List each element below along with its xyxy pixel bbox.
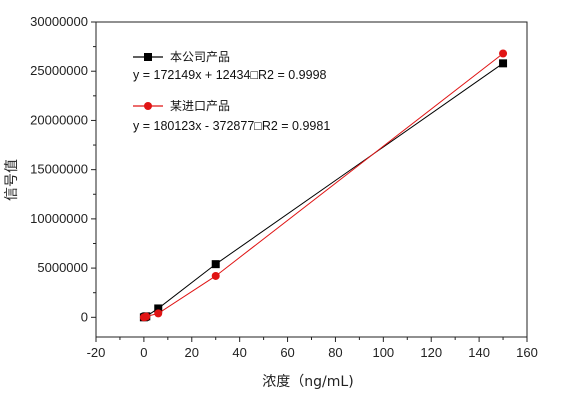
x-tick-label: 60 [280,345,294,360]
data-point-series-1 [211,260,220,269]
legend-label-series-2: 某进口产品 [170,99,230,113]
legend: 本公司产品 y = 172149x + 12434□R2 = 0.9998 某进… [133,50,330,133]
x-tick-label: 20 [185,345,199,360]
series-layer [139,49,508,322]
x-tick-label: 140 [468,345,490,360]
x-tick-label: 160 [516,345,538,360]
y-tick-label: 15000000 [30,162,88,177]
x-tick-label: 120 [420,345,442,360]
equation-series-2: y = 180123x - 372877□R2 = 0.9981 [133,119,330,133]
y-tick-label: 25000000 [30,63,88,78]
y-tick-label: 0 [81,309,88,324]
legend-marker-series-2 [144,102,152,110]
x-tick-label: 100 [372,345,394,360]
axis-ticks: -20 0 20 40 60 80 100 120 140 160 0 5000000 10000000… [30,14,538,360]
legend-item-series-1: 本公司产品 y = 172149x + 12434□R2 = 0.9998 [133,50,327,82]
y-tick-label: 30000000 [30,14,88,29]
y-axis-title: 信号值 [4,159,20,201]
x-tick-label: 0 [140,345,147,360]
equation-series-1: y = 172149x + 12434□R2 = 0.9998 [133,68,327,82]
legend-item-series-2: 某进口产品 y = 180123x - 372877□R2 = 0.9981 [133,99,330,133]
x-tick-label: 80 [328,345,342,360]
data-point-series-1 [499,59,508,68]
y-tick-label: 5000000 [37,260,88,275]
data-point-series-1 [154,304,163,313]
x-axis-title: 浓度（ng/mL) [262,374,353,390]
legend-label-series-1: 本公司产品 [170,50,230,64]
x-tick-label: -20 [87,345,106,360]
data-point-series-2 [154,309,163,318]
y-tick-label: 20000000 [30,112,88,127]
y-tick-label: 10000000 [30,211,88,226]
data-point-series-2 [499,49,508,58]
data-point-series-2 [142,312,151,321]
x-tick-label: 40 [232,345,246,360]
legend-marker-series-1 [144,53,152,61]
data-point-series-2 [211,271,220,280]
